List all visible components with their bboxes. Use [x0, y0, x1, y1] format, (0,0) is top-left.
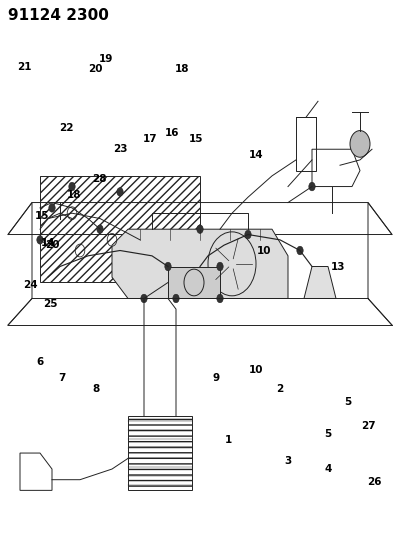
Text: 15: 15: [189, 134, 203, 143]
Text: 6: 6: [36, 358, 44, 367]
Circle shape: [117, 188, 123, 196]
Circle shape: [97, 225, 103, 233]
Text: 25: 25: [43, 299, 57, 309]
Text: 20: 20: [45, 240, 59, 250]
Text: 10: 10: [257, 246, 271, 255]
Bar: [40, 176, 200, 282]
Text: 7: 7: [58, 374, 66, 383]
Polygon shape: [112, 229, 288, 298]
Circle shape: [141, 294, 147, 303]
Text: 2: 2: [276, 384, 284, 394]
Text: 5: 5: [324, 430, 332, 439]
Circle shape: [69, 182, 75, 191]
Text: 20: 20: [88, 64, 102, 74]
Text: 4: 4: [324, 464, 332, 474]
Text: 9: 9: [212, 374, 220, 383]
Bar: [296, 117, 316, 171]
Text: 22: 22: [59, 123, 73, 133]
Text: 23: 23: [113, 144, 127, 154]
Bar: [128, 416, 192, 490]
Text: 18: 18: [67, 190, 81, 199]
Text: 17: 17: [143, 134, 157, 143]
Text: 91124 2300: 91124 2300: [8, 8, 109, 23]
Text: 18: 18: [175, 64, 189, 74]
Text: 27: 27: [361, 422, 375, 431]
Circle shape: [217, 262, 223, 271]
Text: 15: 15: [35, 211, 49, 221]
Text: 14: 14: [41, 238, 55, 247]
Polygon shape: [304, 266, 336, 298]
Circle shape: [173, 294, 179, 303]
Circle shape: [350, 131, 370, 157]
Circle shape: [165, 262, 171, 271]
Text: 19: 19: [99, 54, 113, 63]
Text: 1: 1: [224, 435, 232, 445]
Polygon shape: [168, 266, 220, 298]
Circle shape: [309, 182, 315, 191]
Text: 10: 10: [249, 366, 263, 375]
Text: 28: 28: [92, 174, 106, 183]
Text: 13: 13: [331, 262, 345, 271]
Text: 8: 8: [92, 384, 100, 394]
Circle shape: [245, 230, 251, 239]
Text: 5: 5: [344, 398, 352, 407]
Circle shape: [197, 225, 203, 233]
Text: 21: 21: [18, 62, 32, 71]
Circle shape: [49, 204, 55, 212]
Circle shape: [37, 236, 43, 244]
Text: 3: 3: [284, 456, 292, 466]
Text: 24: 24: [23, 280, 37, 290]
Circle shape: [297, 246, 303, 255]
Text: 26: 26: [367, 478, 381, 487]
Circle shape: [217, 294, 223, 303]
Text: 14: 14: [249, 150, 263, 159]
Text: 16: 16: [165, 128, 179, 138]
